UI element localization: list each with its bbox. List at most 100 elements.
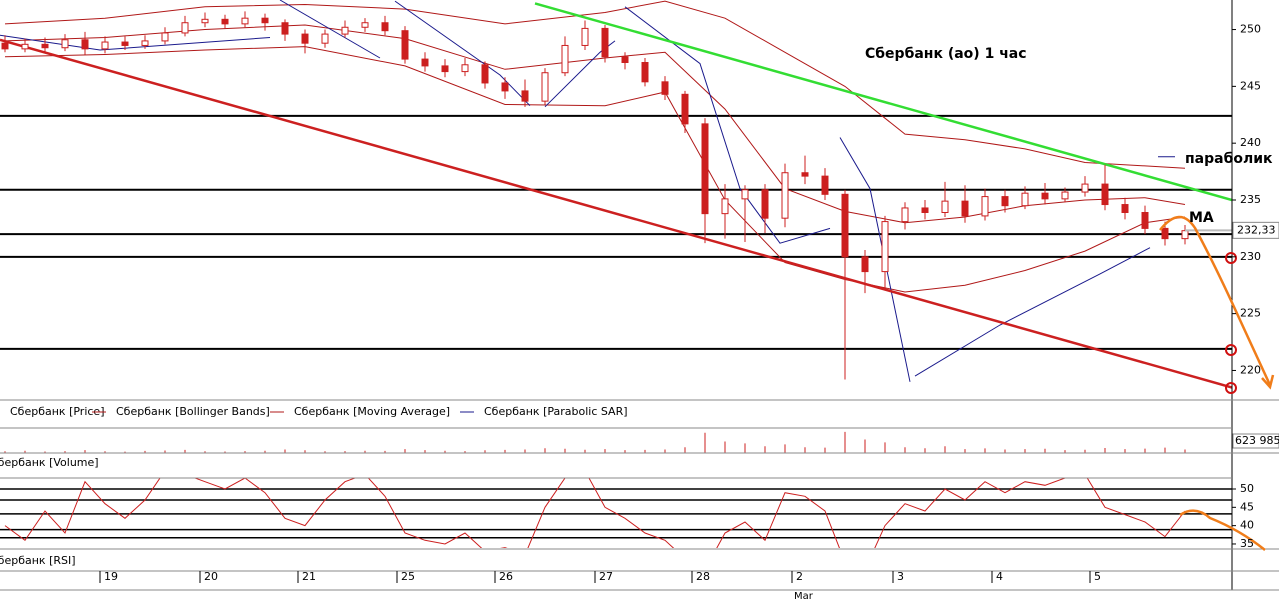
trend-line (534, 2, 1232, 202)
candle-body (21, 43, 29, 50)
candle-body (221, 18, 229, 25)
candle-body (681, 93, 689, 125)
candle-body (1041, 192, 1049, 200)
candle-body (601, 27, 609, 58)
x-tick-label: 27 (599, 570, 613, 583)
candle-body (361, 22, 369, 28)
rsi-legend: Сбербанк [RSI] (0, 554, 76, 567)
candle-body (921, 207, 929, 213)
candle-body (101, 41, 109, 50)
candle-body (841, 193, 849, 258)
forecast-arrow (1179, 509, 1266, 551)
candle-body (1021, 192, 1029, 207)
x-tick-label: 3 (897, 570, 904, 583)
candle-body (321, 33, 329, 44)
rsi-line (4, 478, 1186, 548)
candle-body (181, 22, 189, 34)
annotation: параболик (1185, 151, 1273, 167)
candle-body (521, 90, 529, 102)
candle-body (421, 58, 429, 67)
target-marker (1225, 252, 1237, 264)
y-tick-label: 220 (1240, 363, 1261, 376)
candle-body (1121, 204, 1129, 214)
last-price-label: 232,33 (1237, 223, 1276, 236)
candle-body (721, 198, 729, 215)
candle-body (801, 172, 809, 177)
candle-body (441, 65, 449, 73)
forecast-arrow (1159, 215, 1272, 386)
candle-body (201, 18, 209, 24)
last-price-box (1232, 221, 1279, 239)
rsi-panel (0, 478, 1232, 548)
candle-body (741, 189, 749, 200)
candle-body (941, 200, 949, 214)
parabolic-sar (0, 0, 1175, 382)
price-panel (0, 0, 1232, 389)
candle-body (401, 30, 409, 60)
target-marker (1225, 344, 1237, 356)
target-marker (1225, 382, 1237, 394)
legend-label: Сбербанк [Bollinger Bands] (116, 405, 270, 418)
rsi-tick-label: 50 (1240, 482, 1254, 495)
x-tick-label: 20 (204, 570, 218, 583)
candle-body (261, 17, 269, 24)
x-tick-label: 21 (302, 570, 316, 583)
candle-body (461, 64, 469, 73)
legend-label: Сбербанк [Parabolic SAR] (484, 405, 628, 418)
candle-body (981, 196, 989, 217)
candle-body (1141, 212, 1149, 229)
candle-body (881, 221, 889, 273)
candle-body (821, 175, 829, 195)
x-tick-label: 5 (1094, 570, 1101, 583)
candle-body (501, 82, 509, 92)
candle-body (641, 62, 649, 83)
candle-body (161, 32, 169, 42)
x-tick-label: 26 (499, 570, 513, 583)
x-tick-label: 25 (401, 570, 415, 583)
candle-body (41, 43, 49, 49)
y-tick-label: 250 (1240, 23, 1261, 36)
y-tick-label: 240 (1240, 136, 1261, 149)
arrow-head (1261, 374, 1275, 390)
y-tick-label: 235 (1240, 193, 1261, 206)
candle-body (1081, 183, 1089, 193)
candle-body (621, 56, 629, 63)
candle-body (761, 189, 769, 219)
candle-body (661, 81, 669, 95)
candle-body (961, 200, 969, 217)
candle-body (901, 207, 909, 223)
y-tick-label: 225 (1240, 307, 1261, 320)
annotation: MA (1189, 210, 1214, 226)
candle-body (341, 26, 349, 35)
candle-body (481, 64, 489, 84)
candle-body (1181, 230, 1189, 240)
candle-body (781, 172, 789, 219)
y-tick-label: 230 (1240, 250, 1261, 263)
candle-body (381, 22, 389, 32)
candle-body (61, 39, 69, 49)
candle-body (121, 41, 129, 46)
candle-body (1001, 196, 1009, 207)
candle-body (581, 27, 589, 46)
rsi-tick-label: 35 (1240, 537, 1254, 550)
x-tick-sublabel: Mar (794, 591, 814, 602)
x-tick-label: 4 (996, 570, 1003, 583)
volume-legend: Сбербанк [Volume] (0, 456, 99, 469)
candle-body (301, 33, 309, 44)
y-tick-label: 245 (1240, 79, 1261, 92)
x-tick-label: 2 (796, 570, 803, 583)
candle-body (241, 17, 249, 25)
rsi-tick-label: 45 (1240, 500, 1254, 513)
candle-body (1, 42, 9, 50)
candle-body (701, 123, 709, 215)
candle-body (141, 40, 149, 46)
candle-body (541, 72, 549, 102)
volume-last-label: 623 985 (1235, 434, 1279, 447)
candle-body (1101, 183, 1109, 206)
candle-body (81, 39, 89, 50)
x-tick-label: 19 (104, 570, 118, 583)
candle-body (561, 44, 569, 74)
rsi-tick-label: 40 (1240, 519, 1254, 532)
